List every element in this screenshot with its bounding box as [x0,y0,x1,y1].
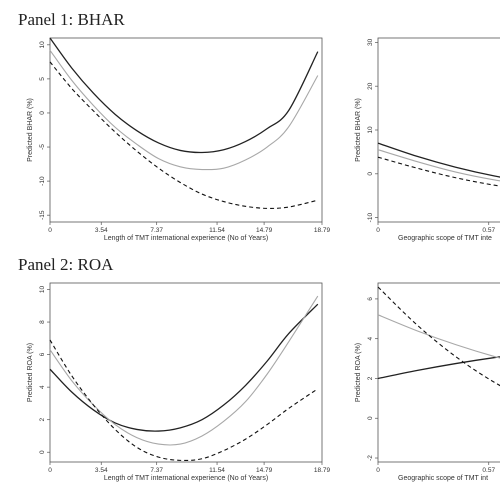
y-tick-label: 30 [367,38,374,46]
x-axis-label: Geographic scope of TMT inte [398,235,492,242]
x-tick-label: 14.79 [256,467,273,474]
x-axis-label: Length of TMT international experience (… [104,235,268,242]
x-tick-label: 11.54 [209,467,225,474]
y-tick-label: 8 [39,320,46,324]
series-line-solid-gray [377,149,500,182]
y-tick-label: 0 [39,450,46,454]
x-tick-label: 0 [376,467,380,474]
x-tick-label: 0 [376,227,380,234]
y-tick-label: -2 [367,455,374,461]
series-line-dashed [49,61,318,209]
y-axis-label: Predicted BHAR (%) [27,98,34,162]
y-tick-label: 20 [367,82,374,90]
y-tick-label: 2 [39,418,46,422]
x-tick-label: 3.54 [95,467,108,474]
y-axis-label: Predicted ROA (%) [27,343,34,402]
y-tick-label: 6 [367,297,374,301]
plot-frame [377,282,500,463]
x-tick-label: 7.37 [150,467,163,474]
x-axis-label: Length of TMT international experience (… [104,475,268,482]
x-tick-label: 18.79 [314,227,331,234]
y-axis-label: Predicted BHAR (%) [355,98,362,162]
y-tick-label: 6 [39,352,46,356]
x-tick-label: 0 [48,227,52,234]
y-tick-label: 4 [367,337,374,341]
y-tick-label: -5 [39,144,46,150]
plot-frame [49,37,323,223]
x-tick-label: 0.57 [482,227,495,234]
x-tick-label: 11.54 [209,227,225,234]
series-line-dashed [49,339,319,462]
y-tick-label: 10 [39,41,46,49]
x-tick-label: 0.57 [482,467,495,474]
y-tick-label: 10 [39,286,46,294]
series-line-solid-gray [377,314,500,359]
plot-frame [377,37,500,223]
y-tick-label: -10 [39,176,46,186]
y-tick-label: -15 [39,210,46,220]
chart-bhar-length: 0 3.54 7.37 11.54 14.79 18.79 -15 -10 -5 0 5 10 Leng… [27,37,331,242]
y-tick-label: 0 [367,172,374,176]
series-line-solid-dark [377,356,500,380]
panel-title-roa: Panel 2: ROA [18,255,114,274]
x-tick-label: 7.37 [150,227,163,234]
y-tick-label: 4 [39,385,46,389]
chart-roa-length: 0 3.54 7.37 11.54 14.79 18.79 0 2 4 6 8 10 Length of… [27,282,331,482]
x-tick-label: 14.79 [256,227,273,234]
y-tick-label: 0 [39,111,46,115]
y-tick-label: 10 [367,126,374,134]
series-line-solid-gray [49,49,319,171]
x-tick-label: 18.79 [314,467,331,474]
series-line-dashed [377,156,500,187]
series-line-solid-dark [377,142,500,178]
y-tick-label: 5 [39,77,46,81]
series-line-solid-gray [49,295,319,446]
y-axis-label: Predicted ROA (%) [355,343,362,402]
y-tick-label: -10 [367,213,374,223]
series-line-dashed [377,286,500,387]
x-tick-label: 3.54 [95,227,108,234]
panel-title-bhar: Panel 1: BHAR [18,10,125,29]
series-line-solid-dark [49,303,319,432]
x-axis-label: Geographic scope of TMT int [398,475,488,482]
series-line-solid-dark [49,37,319,154]
y-tick-label: 0 [367,416,374,420]
plot-frame [49,282,323,463]
y-tick-label: 2 [367,376,374,380]
x-tick-label: 0 [48,467,52,474]
